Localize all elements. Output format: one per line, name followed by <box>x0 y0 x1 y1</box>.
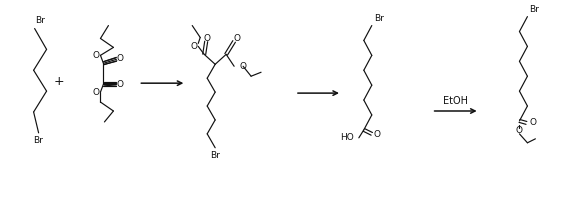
Text: EtOH: EtOH <box>443 96 468 106</box>
Text: O: O <box>203 34 211 43</box>
Text: O: O <box>529 118 536 128</box>
Text: O: O <box>234 34 240 43</box>
Text: O: O <box>191 42 198 51</box>
Text: O: O <box>93 51 100 60</box>
Text: Br: Br <box>374 14 384 23</box>
Text: HO: HO <box>340 133 354 142</box>
Text: Br: Br <box>36 16 46 25</box>
Text: +: + <box>53 75 64 88</box>
Text: Br: Br <box>33 136 43 145</box>
Text: O: O <box>117 80 124 89</box>
Text: O: O <box>239 62 246 71</box>
Text: O: O <box>93 88 100 97</box>
Text: Br: Br <box>529 5 539 14</box>
Text: O: O <box>516 126 523 135</box>
Text: O: O <box>117 54 124 63</box>
Text: Br: Br <box>210 151 220 160</box>
Text: O: O <box>374 130 381 139</box>
